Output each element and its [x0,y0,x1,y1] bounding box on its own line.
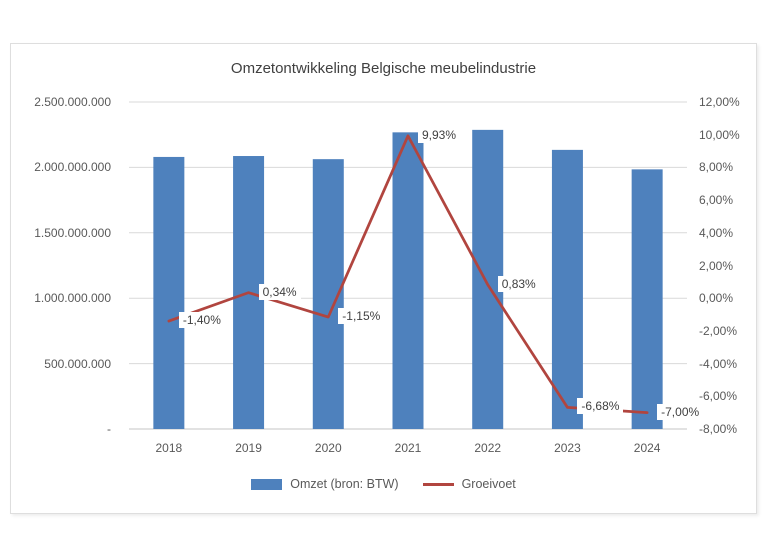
legend-label-groeivoet: Groeivoet [461,477,516,491]
x-axis-label-2022: 2022 [474,441,502,455]
line-data-label-2020: -1,15% [338,308,385,324]
left-axis-tick-5: 2.500.000.000 [34,95,111,109]
chart-title: Omzetontwikkeling Belgische meubelindust… [230,60,537,77]
x-axis-label-2023: 2023 [554,441,581,455]
line-data-label-2019: 0,34% [258,283,301,300]
right-axis-tick-0: -8,00% [699,422,738,436]
right-axis-tick-8: 8,00% [699,160,734,175]
right-axis-tick-6: 4,00% [699,225,734,240]
line-data-label-2018: -1,40% [178,312,225,329]
plot-area [129,101,687,430]
x-axis-label-2020: 2020 [314,441,342,455]
right-axis-tick-7: 6,00% [699,193,734,208]
legend-item-omzet: Omzet (bron: BTW) [251,477,399,491]
left-axis-tick-0: - [107,422,111,436]
left-axis-tick-3: 1.500.000.000 [34,225,111,240]
right-axis-tick-4: 0,00% [699,291,734,306]
line-data-label-2024: -7,00% [657,403,704,420]
x-axis-label-2021: 2021 [394,441,422,455]
bar-2024 [631,169,663,429]
left-axis-tick-2: 1.000.000.000 [34,291,111,306]
right-axis-tick-5: 2,00% [699,258,734,273]
groeivoet-line [167,134,649,415]
right-axis-tick-2: -4,00% [699,356,738,371]
right-axis-tick-3: -2,00% [699,323,738,338]
left-axis-tick-4: 2.000.000.000 [34,160,111,175]
right-axis-tick-9: 10,00% [699,127,740,142]
left-axis-tick-1: 500.000.000 [44,356,111,371]
bar-2023 [551,149,583,429]
bar-series-swatch [251,478,283,490]
legend-label-omzet: Omzet (bron: BTW) [290,477,399,491]
bar-2021 [392,132,424,430]
legend: Omzet (bron: BTW) Groeivoet [11,477,756,491]
legend-item-groeivoet: Groeivoet [422,477,516,491]
x-axis-label-2019: 2019 [235,441,262,455]
chart-panel: Omzetontwikkeling Belgische meubelindust… [10,43,757,514]
x-axis-label-2018: 2018 [155,441,183,455]
line-series-swatch [422,482,454,486]
bar-2018 [153,156,185,429]
right-axis-tick-1: -6,00% [699,389,738,404]
line-data-label-2022: 0,83% [497,275,540,292]
x-axis-label-2024: 2024 [633,441,661,455]
line-data-label-2023: -6,68% [577,398,624,415]
right-axis-tick-10: 12,00% [699,95,740,109]
line-data-label-2021: 9,93% [418,126,461,143]
